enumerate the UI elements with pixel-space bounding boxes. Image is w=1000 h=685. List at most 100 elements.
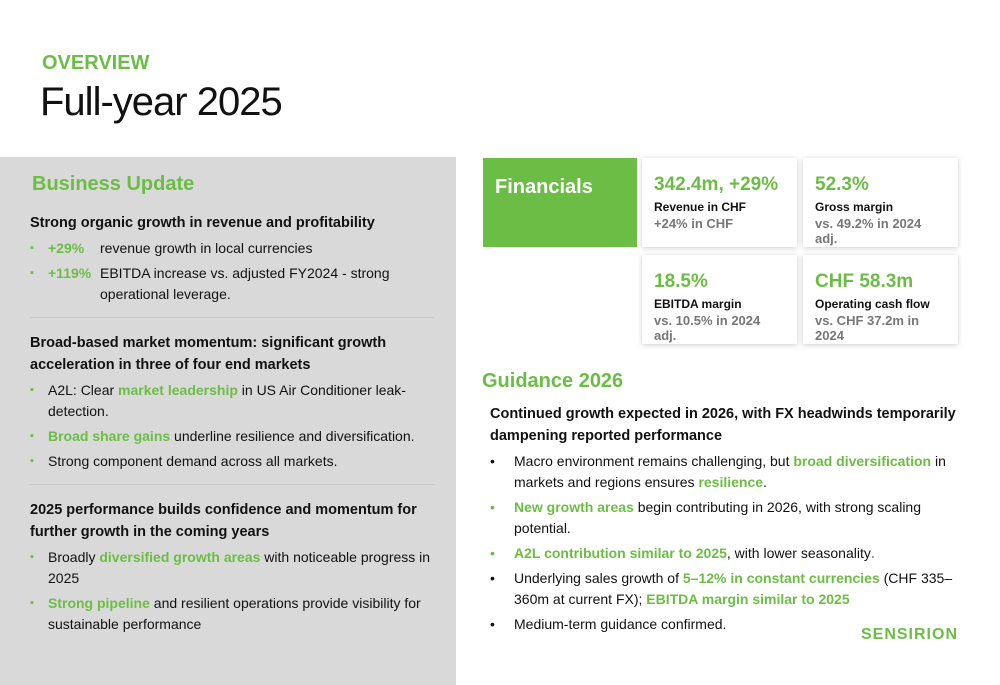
kpi-note: vs. CHF 37.2m in 2024 <box>815 313 920 343</box>
bullet: • Underlying sales growth of 5–12% in con… <box>490 568 972 610</box>
text-run: underline resilience and diversification… <box>170 428 415 444</box>
kpi-label: Gross margin <box>815 200 894 214</box>
guidance: Guidance 2026 Continued growth expected … <box>482 370 972 639</box>
guidance-title: Guidance 2026 <box>482 370 624 392</box>
bullet-text: EBITDA increase vs. adjusted FY2024 - st… <box>100 263 434 305</box>
bullet-text: A2L contribution similar to 2025, with l… <box>514 543 875 564</box>
bullet-marker: • <box>490 545 495 561</box>
text-run: resilience <box>698 474 764 490</box>
financials-label: Financials <box>483 158 637 247</box>
bullet-text: Macro environment remains challenging, b… <box>514 451 972 493</box>
panel-title: Business Update <box>32 173 195 195</box>
bullet-list: ▪ +29% revenue growth in local currencies ▪… <box>30 238 434 305</box>
section: 2025 performance builds confidence and m… <box>30 499 434 647</box>
section-heading: Strong organic growth in revenue and pro… <box>30 215 375 231</box>
sections: Strong organic growth in revenue and pro… <box>30 212 434 647</box>
text-run: in US Air Conditioner leak-detection. <box>48 382 406 419</box>
kpi-card: 18.5% EBITDA margin vs. 10.5% in 2024 adj. <box>642 255 797 344</box>
kpi-value: 18.5% <box>654 271 708 292</box>
bullet-marker: • <box>490 453 495 469</box>
kpi-label: Revenue in CHF <box>654 200 747 214</box>
text-run: (CHF 335–360m at current FX); <box>514 570 953 607</box>
bullet-marker: • <box>490 499 495 515</box>
text-run: Medium-term guidance confirmed. <box>514 616 727 632</box>
text-run: New growth areas <box>514 499 634 515</box>
bullet-marker: • <box>490 616 495 632</box>
bullet-marker: ▪ <box>30 384 34 396</box>
bullet-text: Medium-term guidance confirmed. <box>514 614 726 635</box>
text-run: Strong pipeline <box>48 595 150 611</box>
bullet: ▪ Strong component demand across all mark… <box>30 451 434 472</box>
bullet: ▪ +119% EBITDA increase vs. adjusted FY202… <box>30 263 434 305</box>
kpi-label: Operating cash flow <box>815 297 930 311</box>
guidance-heading: Continued growth expected in 2026, with … <box>490 406 956 444</box>
bullet-text: Underlying sales growth of 5–12% in cons… <box>514 568 972 610</box>
text-run: in markets and regions ensures <box>514 453 946 490</box>
bullet: • Medium-term guidance confirmed. <box>490 614 972 635</box>
kpi-card: 342.4m, +29% Revenue in CHF +24% in CHF <box>642 158 797 247</box>
text-run: broad diversification <box>793 453 932 469</box>
bullet-text: Broad share gains underline resilience a… <box>48 426 415 447</box>
bullet-marker: ▪ <box>30 267 34 279</box>
text-run: A2L: Clear <box>48 382 119 398</box>
bullet: ▪ Strong pipeline and resilient operation… <box>30 593 434 635</box>
text-run: and resilient operations provide visibil… <box>48 595 421 632</box>
text-run: , with lower seasonality <box>726 545 871 561</box>
bullet-list: ▪ A2L: Clear market leadership in US Air … <box>30 380 434 472</box>
bullet: ▪ Broadly diversified growth areas with n… <box>30 547 434 589</box>
text-run: diversified growth areas <box>99 549 261 565</box>
bullet-text: New growth areas begin contributing in 2… <box>514 497 972 539</box>
bullet-text: Strong pipeline and resilient operations… <box>48 593 434 635</box>
bullet-marker: ▪ <box>30 597 34 609</box>
bullet: • Macro environment remains challenging, … <box>490 451 972 493</box>
kpi-value: 52.3% <box>815 174 869 195</box>
text-run: Strong component demand across all marke… <box>48 453 338 469</box>
title: Full-year 2025 <box>40 80 283 124</box>
bullet-text: A2L: Clear market leadership in US Air C… <box>48 380 434 422</box>
kpi-card: CHF 58.3m Operating cash flow vs. CHF 37.2… <box>803 255 958 344</box>
kpi-label: EBITDA margin <box>654 297 742 311</box>
bullet-label: +119% <box>48 265 92 281</box>
section-heading: Broad-based market momentum: significant… <box>30 335 387 373</box>
bullet-text: revenue growth in local currencies <box>100 238 312 259</box>
bullet-marker: ▪ <box>30 430 34 442</box>
text-run: Macro environment remains challenging, b… <box>514 453 794 469</box>
bullet-text: Strong component demand across all marke… <box>48 451 337 472</box>
text-run: 5–12% in constant currencies <box>682 570 880 586</box>
guidance-list: • Macro environment remains challenging, … <box>490 451 972 635</box>
logo: SENSIRION <box>860 626 958 643</box>
text-run: EBITDA margin similar to 2025 <box>646 591 850 607</box>
bullet: • A2L contribution similar to 2025, with … <box>490 543 972 564</box>
business-update-panel: Business Update Strong organic growth in… <box>0 157 456 685</box>
text-run: with noticeable progress in 2025 <box>48 549 431 586</box>
bullet-list: ▪ Broadly diversified growth areas with n… <box>30 547 434 635</box>
section-heading: 2025 performance builds confidence and m… <box>30 502 417 540</box>
section: Broad-based market momentum: significant… <box>30 332 434 485</box>
bullet-text: Broadly diversified growth areas with no… <box>48 547 434 589</box>
bullet-marker: ▪ <box>30 242 34 254</box>
text-run: Underlying sales growth of <box>514 570 683 586</box>
kpi-card: 52.3% Gross margin vs. 49.2% in 2024 adj. <box>803 158 958 247</box>
text-run: market leadership <box>118 382 238 398</box>
kpi-note: vs. 49.2% in 2024 adj. <box>815 216 922 246</box>
bullet: ▪ Broad share gains underline resilience … <box>30 426 434 447</box>
text-run: EBITDA increase vs. adjusted FY2024 - st… <box>100 265 390 302</box>
text-run: Broadly <box>48 549 100 565</box>
bullet-marker: ▪ <box>30 455 34 467</box>
kpi-value: CHF 58.3m <box>815 271 914 292</box>
text-run: A2L contribution similar to 2025 <box>514 545 727 561</box>
bullet: ▪ A2L: Clear market leadership in US Air … <box>30 380 434 422</box>
text-run: Broad share gains <box>48 428 171 444</box>
text-run: begin contributing in 2026, with strong … <box>514 499 922 536</box>
kicker: OVERVIEW <box>42 52 150 74</box>
text-run: . <box>763 474 767 490</box>
kpi-note: vs. 10.5% in 2024 adj. <box>654 313 761 343</box>
bullet: • New growth areas begin contributing in … <box>490 497 972 539</box>
bullet-marker: • <box>490 570 495 586</box>
text-run: . <box>870 545 875 561</box>
text-run: revenue growth in local currencies <box>100 240 313 256</box>
bullet-marker: ▪ <box>30 551 34 563</box>
section: Strong organic growth in revenue and pro… <box>30 212 434 318</box>
kpi-value: 342.4m, +29% <box>654 174 779 195</box>
